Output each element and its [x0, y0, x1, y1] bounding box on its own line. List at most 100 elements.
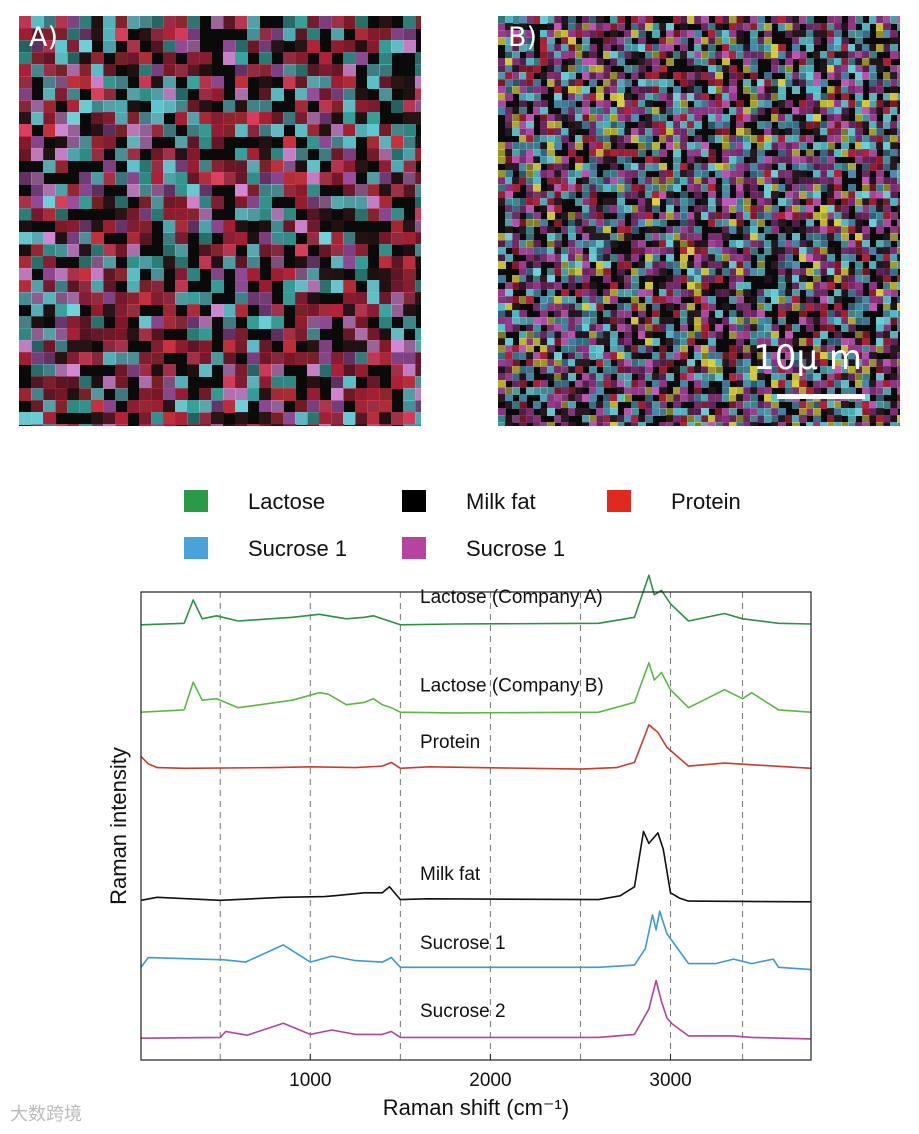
pixel [547, 401, 555, 409]
pixel [139, 64, 152, 77]
pixel [834, 44, 842, 52]
pixel [79, 280, 92, 293]
pixel [645, 261, 653, 269]
pixel [820, 324, 828, 332]
pixel [582, 100, 590, 108]
pixel [505, 65, 513, 73]
pixel [638, 23, 646, 31]
pixel [331, 148, 344, 161]
pixel [211, 88, 224, 101]
pixel [722, 226, 730, 234]
pixel [91, 124, 104, 137]
pixel [505, 233, 513, 241]
pixel [603, 373, 611, 381]
pixel [547, 142, 555, 150]
pixel [715, 219, 723, 227]
pixel [175, 280, 188, 293]
pixel [757, 331, 765, 339]
pixel [498, 359, 506, 367]
pixel [680, 205, 688, 213]
pixel [757, 296, 765, 304]
pixel [512, 345, 520, 353]
pixel [771, 205, 779, 213]
pixel [729, 37, 737, 45]
pixel [799, 30, 807, 38]
pixel [820, 51, 828, 59]
pixel [540, 135, 548, 143]
pixel [673, 100, 681, 108]
pixel [568, 268, 576, 276]
pixel [820, 170, 828, 178]
pixel [624, 275, 632, 283]
pixel [331, 364, 344, 377]
pixel [743, 177, 751, 185]
pixel [680, 219, 688, 227]
pixel [391, 172, 404, 185]
pixel [736, 72, 744, 80]
pixel [561, 380, 569, 388]
pixel [235, 388, 248, 401]
pixel [391, 328, 404, 341]
pixel [163, 220, 176, 233]
pixel [589, 93, 597, 101]
pixel [708, 23, 716, 31]
pixel [617, 373, 625, 381]
pixel [820, 205, 828, 213]
pixel [582, 261, 590, 269]
pixel [589, 65, 597, 73]
pixel [540, 198, 548, 206]
pixel [554, 282, 562, 290]
pixel [855, 72, 863, 80]
pixel [652, 261, 660, 269]
pixel [869, 212, 877, 220]
pixel [743, 205, 751, 213]
pixel [31, 112, 44, 125]
pixel [575, 289, 583, 297]
pixel [187, 64, 200, 77]
pixel [834, 415, 842, 423]
pixel [645, 58, 653, 66]
pixel [764, 142, 772, 150]
pixel [638, 100, 646, 108]
pixel [554, 65, 562, 73]
pixel [55, 184, 68, 197]
pixel [652, 219, 660, 227]
pixel [827, 338, 835, 346]
pixel [701, 149, 709, 157]
pixel [876, 401, 884, 409]
pixel [561, 345, 569, 353]
pixel [223, 328, 236, 341]
pixel [764, 366, 772, 374]
pixel [603, 44, 611, 52]
pixel [757, 177, 765, 185]
pixel [771, 177, 779, 185]
pixel [813, 86, 821, 94]
pixel [750, 296, 758, 304]
pixel [235, 364, 248, 377]
pixel [617, 107, 625, 115]
pixel [841, 359, 849, 367]
pixel [848, 149, 856, 157]
pixel [666, 226, 674, 234]
pixel [589, 149, 597, 157]
pixel [869, 296, 877, 304]
pixel [568, 422, 576, 426]
pixel [862, 205, 870, 213]
pixel [750, 415, 758, 423]
pixel [512, 380, 520, 388]
pixel [680, 16, 688, 24]
pixel [519, 345, 527, 353]
pixel [813, 303, 821, 311]
pixel [355, 52, 368, 65]
pixel [722, 58, 730, 66]
pixel [680, 408, 688, 416]
pixel [645, 296, 653, 304]
pixel [103, 136, 116, 149]
pixel [343, 64, 356, 77]
pixel [897, 275, 900, 283]
pixel [876, 30, 884, 38]
pixel [19, 124, 32, 137]
pixel [19, 16, 32, 29]
pixel [631, 401, 639, 409]
pixel [743, 422, 751, 426]
